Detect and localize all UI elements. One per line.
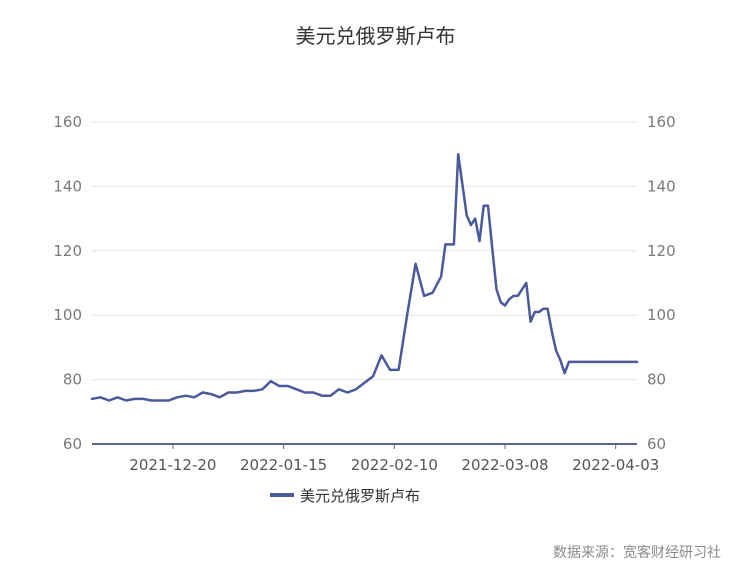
y-tick-label-left: 140 [53,177,82,195]
y-axis-left-ticks: 60 80 100 120 140 160 [53,113,82,453]
legend-swatch [270,493,294,497]
grid-lines [92,121,637,381]
x-tick-label: 2022-01-15 [240,456,327,474]
y-tick-label-left: 80 [63,371,82,389]
y-tick-label-right: 120 [647,242,676,260]
legend-label: 美元兑俄罗斯卢布 [300,486,421,505]
y-axis-right-ticks: 60 80 100 120 140 160 [647,113,676,453]
y-tick-label-left: 100 [53,306,82,324]
x-axis-ticks: 2021-12-20 2022-01-15 2022-02-10 2022-03-08… [129,444,659,474]
y-tick-label-right: 100 [647,306,676,324]
x-tick-label: 2022-02-10 [351,456,438,474]
y-tick-label-right: 80 [647,371,666,389]
y-tick-label-left: 120 [53,242,82,260]
y-tick-label-right: 140 [647,177,676,195]
series-line-usd-rub [90,152,639,402]
x-tick-label: 2022-04-03 [572,456,659,474]
y-tick-label-right: 160 [647,113,676,131]
y-tick-label-left: 60 [63,435,82,453]
y-tick-label-right: 60 [647,435,666,453]
x-tick-label: 2022-03-08 [461,456,548,474]
source-note: 数据来源：宽客财经研习社 [553,545,721,561]
legend[interactable]: 美元兑俄罗斯卢布 [270,485,420,505]
chart-title: 美元兑俄罗斯卢布 [295,24,456,48]
x-tick-label: 2021-12-20 [129,456,216,474]
y-tick-label-left: 160 [53,113,82,131]
